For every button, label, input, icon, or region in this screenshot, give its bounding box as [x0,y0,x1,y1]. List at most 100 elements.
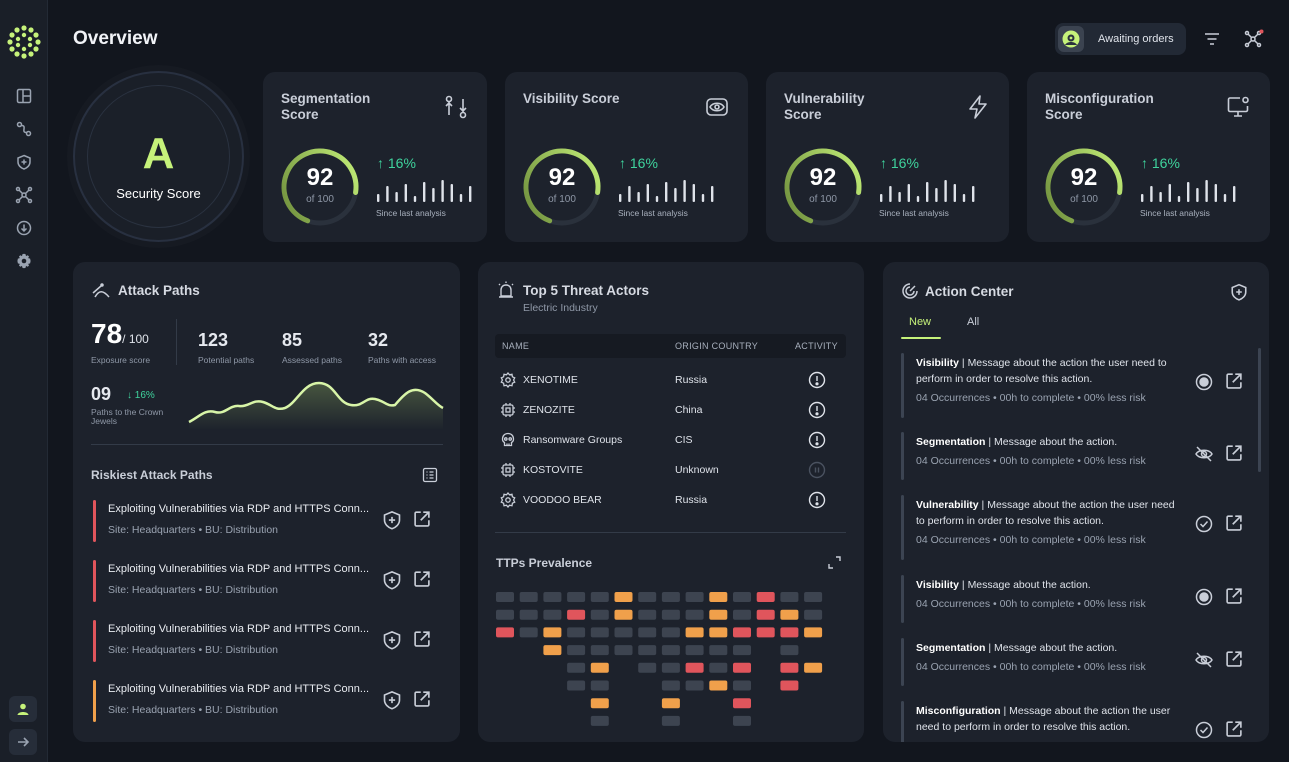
action-meta: 04 Occurrences • 00h to complete • 00% l… [916,661,1146,673]
score-value: 92 [1070,164,1098,191]
action-item[interactable]: Visibility | Message about the action th… [901,353,1244,418]
shield-plus-icon[interactable] [1230,283,1248,301]
exposure-score-label: Exposure score [91,355,151,365]
history-bar [1150,186,1153,202]
action-item[interactable]: Segmentation | Message about the action.… [901,432,1244,480]
threat-actor-row[interactable]: VOODOO BEAR Russia [496,489,836,511]
tab-all[interactable]: All [967,316,980,328]
shield-plus-icon[interactable] [382,570,402,590]
score-max: of 100 [809,194,837,205]
attack-path-row[interactable]: Exploiting Vulnerabilities via RDP and H… [91,560,441,602]
history-bar [432,188,435,202]
ttp-cell [614,609,633,620]
external-link-icon[interactable] [412,569,432,589]
monitor-gear-icon [1226,94,1252,120]
ttp-cell [685,662,704,673]
history-bar [450,184,453,202]
tab-new[interactable]: New [909,316,932,328]
expand-icon[interactable] [828,556,841,569]
score-delta: ↑ 16% [880,155,919,171]
external-link-icon[interactable] [1224,443,1244,463]
riskiest-attack-paths-title: Riskiest Attack Paths [91,468,213,482]
threat-actor-row[interactable]: XENOTIME Russia [496,369,836,391]
threat-actors-title: Top 5 Threat Actors [523,283,650,298]
ttp-cell [543,627,562,638]
ttp-cell [567,627,586,638]
ttp-cell [496,627,514,638]
ttp-cell [590,662,609,673]
shield-plus-icon[interactable] [382,630,402,650]
eye-off-icon[interactable] [1194,650,1214,670]
shield-plus-icon[interactable] [382,510,402,530]
expand-sidebar-button[interactable] [9,729,37,755]
external-link-icon[interactable] [1224,371,1244,391]
external-link-icon[interactable] [1224,719,1244,739]
score-card-segmentation[interactable]: Segmentation Score 92 of 100 ↑ 16% Since las… [263,72,487,242]
nav-dashboard-icon[interactable] [13,85,35,107]
history-bar [701,194,705,202]
ttp-cell [685,592,704,602]
ttp-cell [519,609,538,620]
score-card-vulnerability[interactable]: Vulnerability Score 92 of 100 ↑ 16% Since la… [766,72,1009,242]
threat-actor-row[interactable]: Ransomware Groups CIS [496,429,836,451]
external-link-icon[interactable] [412,509,432,529]
nav-settings-icon[interactable] [13,250,35,272]
gear-chip-icon [500,491,516,509]
threat-actor-row[interactable]: KOSTOVITE Unknown [496,459,836,481]
score-card-misconfiguration[interactable]: Misconfiguration Score 92 of 100 ↑ 16% Since… [1027,72,1270,242]
check-circle-icon[interactable] [1194,514,1214,534]
user-profile-button[interactable] [9,696,37,722]
score-title: Misconfiguration Score [1045,91,1154,122]
ttp-cell [709,645,728,656]
external-link-icon[interactable] [412,629,432,649]
history-bar [423,182,426,202]
nav-download-icon[interactable] [13,217,35,239]
action-item[interactable]: Segmentation | Message about the action.… [901,638,1244,686]
threat-actor-row[interactable]: ZENOZITE China [496,399,836,421]
status-pill[interactable]: Awaiting orders [1055,23,1186,55]
history-bar [441,180,444,202]
external-link-icon[interactable] [1224,586,1244,606]
check-circle-icon[interactable] [1194,720,1214,740]
nav-network-icon[interactable] [13,184,35,206]
action-item[interactable]: Vulnerability | Message about the action… [901,495,1244,560]
ttp-cell [567,609,586,620]
attack-path-row[interactable]: Exploiting Vulnerabilities via RDP and H… [91,680,441,722]
ttp-cell [614,627,633,638]
eye-off-icon[interactable] [1194,444,1214,464]
history-bar [628,186,631,202]
action-indicator [901,701,904,742]
shield-plus-icon[interactable] [382,690,402,710]
history-bar [619,194,622,202]
filter-icon[interactable] [1201,28,1223,50]
logo-icon [7,25,41,59]
history-bar [413,196,417,202]
nav-shield-icon[interactable] [13,151,35,173]
action-message: Message about the action the user need t… [916,357,1167,385]
external-link-icon[interactable] [1224,513,1244,533]
history-bar [889,186,892,202]
action-item[interactable]: Misconfiguration | Message about the act… [901,701,1244,742]
notifications-network-icon[interactable] [1243,28,1265,50]
attack-path-meta: Site: Headquarters • BU: Distribution [108,704,278,716]
attack-paths-panel: Attack Paths 78/ 100 Exposure score 123 … [73,262,460,742]
action-item[interactable]: Visibility | Message about the action. 04… [901,575,1244,623]
ttp-cell [709,592,728,602]
record-icon[interactable] [1194,587,1214,607]
security-grade: A [142,129,175,178]
ttp-cell [756,592,775,602]
attack-path-row[interactable]: Exploiting Vulnerabilities via RDP and H… [91,620,441,662]
external-link-icon[interactable] [412,689,432,709]
attack-path-row[interactable]: Exploiting Vulnerabilities via RDP and H… [91,500,441,542]
skull-icon [500,432,516,448]
external-link-icon[interactable] [1224,649,1244,669]
action-text: Segmentation | Message about the action. [916,642,1118,654]
ttp-cell [661,698,680,709]
action-meta: 04 Occurrences • 00h to complete • 00% l… [916,392,1146,404]
score-card-visibility[interactable]: Visibility Score 92 of 100 ↑ 16% Since last … [505,72,748,242]
record-icon[interactable] [1194,372,1214,392]
scrollbar[interactable] [1258,348,1261,472]
nav-paths-icon[interactable] [13,118,35,140]
ttp-cell [590,715,609,726]
report-icon[interactable] [422,467,438,483]
